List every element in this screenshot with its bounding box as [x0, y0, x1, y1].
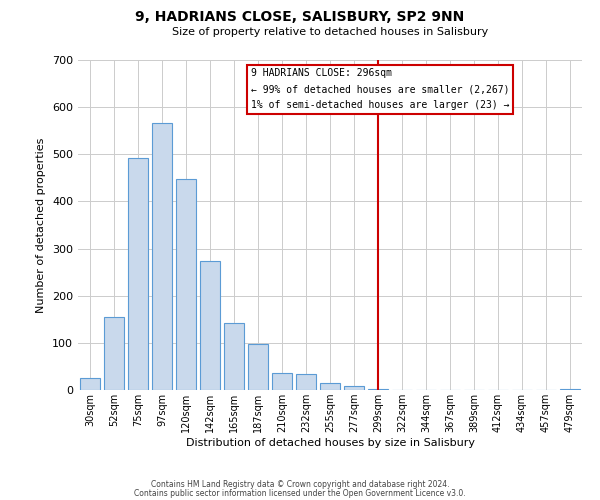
- Y-axis label: Number of detached properties: Number of detached properties: [37, 138, 46, 312]
- Text: 9 HADRIANS CLOSE: 296sqm
← 99% of detached houses are smaller (2,267)
1% of semi: 9 HADRIANS CLOSE: 296sqm ← 99% of detach…: [251, 68, 509, 110]
- Bar: [320, 384, 340, 390]
- Bar: [104, 317, 124, 390]
- Text: 9, HADRIANS CLOSE, SALISBURY, SP2 9NN: 9, HADRIANS CLOSE, SALISBURY, SP2 9NN: [136, 10, 464, 24]
- Title: Size of property relative to detached houses in Salisbury: Size of property relative to detached ho…: [172, 27, 488, 37]
- Bar: [128, 158, 148, 390]
- Text: Contains public sector information licensed under the Open Government Licence v3: Contains public sector information licen…: [134, 488, 466, 498]
- Bar: [248, 344, 268, 390]
- Bar: [176, 180, 196, 390]
- Bar: [200, 262, 220, 390]
- Bar: [80, 378, 100, 390]
- Bar: [560, 389, 580, 390]
- Text: Contains HM Land Registry data © Crown copyright and database right 2024.: Contains HM Land Registry data © Crown c…: [151, 480, 449, 489]
- Bar: [344, 386, 364, 390]
- Bar: [368, 389, 388, 390]
- Bar: [296, 374, 316, 390]
- X-axis label: Distribution of detached houses by size in Salisbury: Distribution of detached houses by size …: [185, 438, 475, 448]
- Bar: [272, 373, 292, 390]
- Bar: [152, 122, 172, 390]
- Bar: [224, 322, 244, 390]
